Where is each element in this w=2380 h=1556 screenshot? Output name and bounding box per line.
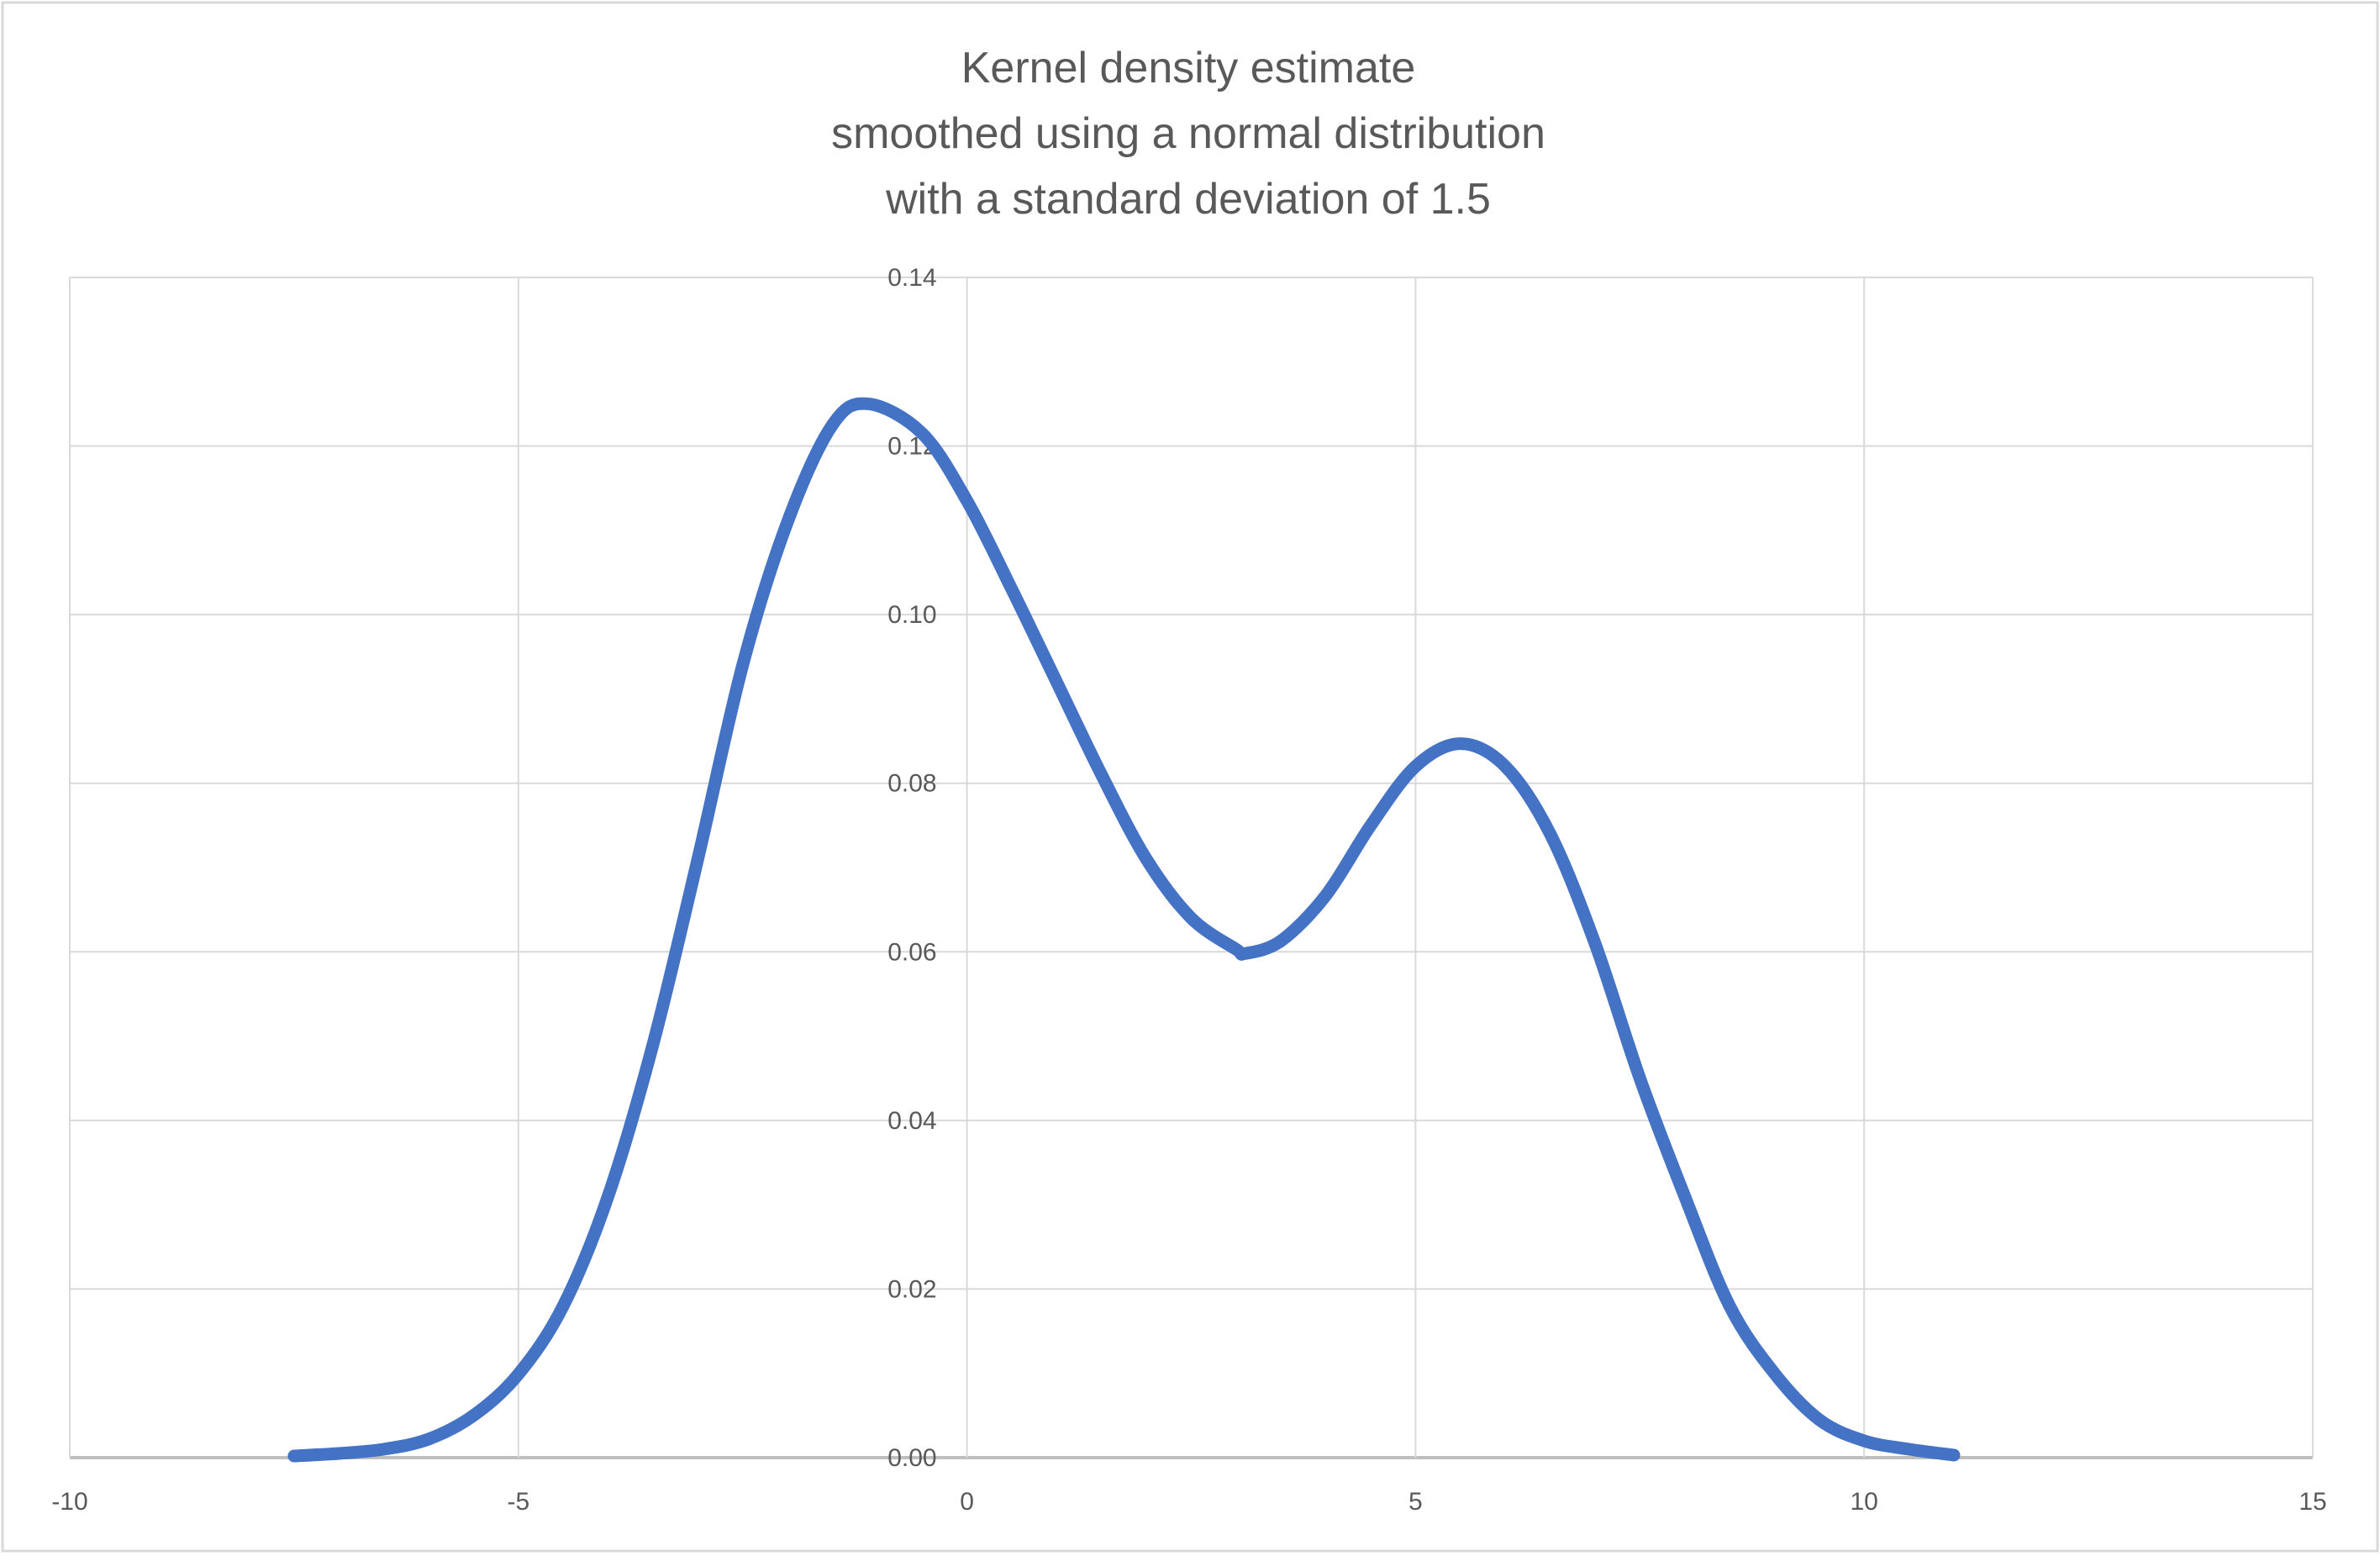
y-tick-label: 0.08 xyxy=(887,770,936,798)
chart-title-line-1: Kernel density estimate xyxy=(961,44,1416,92)
x-tick-label: 5 xyxy=(1409,1488,1423,1516)
x-tick-label: -5 xyxy=(507,1488,529,1516)
y-tick-label: 0.00 xyxy=(887,1444,936,1472)
chart-title-line-3: with a standard deviation of 1.5 xyxy=(885,175,1491,224)
density-curve xyxy=(287,397,1961,1463)
y-tick-label: 0.14 xyxy=(887,264,936,292)
tick-labels: 0.000.020.040.060.080.100.120.14-10 -5 0 5 1… xyxy=(51,264,2326,1516)
x-tick-label: 10 xyxy=(1851,1488,1878,1516)
series-layer xyxy=(287,397,1961,1463)
x-tick-label: 15 xyxy=(2298,1488,2326,1516)
x-tick-label: -10 xyxy=(51,1488,87,1516)
gridlines xyxy=(69,277,2314,1459)
y-tick-label: 0.02 xyxy=(887,1275,936,1303)
y-tick-label: 0.06 xyxy=(887,938,936,966)
x-tick-label: 0 xyxy=(960,1488,974,1516)
y-tick-label: 0.10 xyxy=(887,601,936,629)
chart-title-line-2: smoothed using a normal distribution xyxy=(831,109,1545,158)
y-tick-label: 0.04 xyxy=(887,1107,936,1135)
